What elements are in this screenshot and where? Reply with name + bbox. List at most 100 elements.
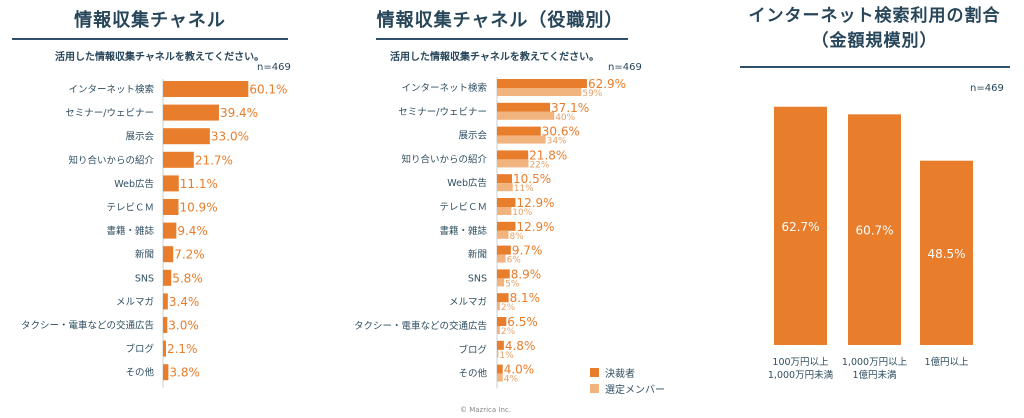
bar-chart-channels: インターネット検索 60.1% セミナー/ウェビナー 39.4% 展示会 33.0% 知り合… (21, 79, 287, 388)
sample-size: n=469 (970, 83, 1004, 94)
bar-series-1 (497, 293, 509, 303)
data-label-series-2: 2% (501, 303, 516, 313)
bar (163, 81, 249, 97)
sample-size: n=469 (608, 62, 642, 73)
bar (163, 340, 166, 357)
bar-series-1 (497, 126, 541, 136)
data-label-series-1: 12.9% (516, 220, 554, 234)
bar (163, 199, 179, 215)
bar-series-1 (497, 79, 587, 88)
chart-title-line2: （金額規模別） (811, 31, 938, 51)
legend-swatch-primary (590, 367, 599, 377)
sample-size: n=469 (257, 62, 291, 73)
category-label: ブログ (458, 344, 487, 356)
legend: 決裁者 選定メンバー (590, 364, 665, 396)
bar-series-2 (497, 88, 582, 96)
data-label-series-2: 2% (501, 327, 516, 337)
bar-series-2 (497, 111, 555, 120)
data-label: 7.2% (174, 248, 205, 262)
column (848, 114, 901, 345)
bar-series-2 (497, 373, 503, 382)
data-label: 33.0% (211, 130, 249, 144)
bar-chart-channels-by-role: インターネット検索 62.9%59% セミナー/ウェビナー 37.1%40% 展示会 30… (354, 77, 626, 389)
bar-series-1 (497, 364, 503, 374)
category-label: 展示会 (458, 130, 487, 142)
legend-swatch-secondary (590, 383, 599, 393)
bar-series-1 (497, 150, 529, 160)
bar-series-2 (497, 254, 506, 263)
data-label-series-2: 5% (505, 279, 520, 289)
bar-series-2 (497, 326, 500, 334)
category-label: 1,000万円以上 (842, 357, 908, 368)
bar (163, 293, 168, 310)
chart-panel-channels: 情報収集チャネル 活用した情報収集チャネルを教えてください。 n=469 インタ… (0, 0, 300, 418)
bar-series-2 (497, 349, 499, 358)
data-label: 39.4% (220, 106, 258, 120)
category-label: 書籍・雑誌 (106, 225, 154, 237)
category-label: SNS (468, 273, 487, 284)
category-label: その他 (125, 367, 154, 379)
bar-series-2 (497, 159, 529, 168)
category-label: タクシー・電車などの交通広告 (21, 320, 154, 332)
bar-series-2 (497, 278, 505, 287)
category-label: 新聞 (135, 249, 154, 261)
data-label-series-2: 4% (504, 375, 519, 385)
bar (163, 151, 194, 168)
bar (163, 246, 174, 263)
category-label: セミナー/ウェビナー (65, 108, 154, 119)
data-label: 60.7% (855, 224, 893, 238)
column (774, 106, 827, 346)
category-label: Web広告 (447, 177, 487, 189)
chart-panel-channels-by-role: 情報収集チャネル（役職別） 活用した情報収集チャネルを教えてください。 n=46… (330, 0, 670, 418)
data-label-series-2: 6% (507, 256, 522, 266)
chart-title: 情報収集チャネル (74, 10, 226, 31)
category-label: Web広告 (114, 178, 154, 190)
column (920, 160, 973, 345)
category-label: 1億円以上 (924, 356, 969, 368)
data-label-series-1: 6.5% (507, 315, 538, 329)
data-label: 62.7% (781, 220, 819, 234)
data-label: 10.9% (179, 201, 217, 215)
bar (163, 269, 172, 286)
legend-label: 選定メンバー (605, 384, 665, 396)
data-label-series-2: 8% (509, 232, 524, 242)
bar (163, 175, 179, 192)
bar-series-1 (497, 198, 516, 207)
chart-title-line1: インターネット検索利用の割合 (748, 6, 1001, 26)
category-label: 書籍・雑誌 (439, 225, 487, 237)
data-label: 21.7% (195, 153, 233, 167)
data-label-series-2: 10% (512, 208, 532, 218)
data-label-series-1: 10.5% (513, 172, 551, 186)
category-label: 100万円以上 (772, 357, 829, 368)
data-label-series-2: 11% (514, 184, 534, 194)
bar (163, 317, 168, 333)
category-label: インターネット検索 (401, 82, 487, 94)
data-label-series-1: 4.8% (505, 339, 536, 353)
question-text: 活用した情報収集チャネルを教えてください。 (55, 52, 265, 63)
category-label: 知り合いからの紹介 (401, 153, 487, 165)
data-label-series-1: 8.1% (510, 291, 541, 305)
category-label: タクシー・電車などの交通広告 (354, 320, 487, 332)
bar-series-1 (497, 317, 507, 326)
bar (163, 364, 169, 381)
bar-series-1 (497, 245, 511, 255)
category-label: SNS (135, 273, 154, 284)
category-label: 新聞 (468, 249, 487, 261)
bar-series-2 (497, 183, 513, 192)
legend-item-decision-maker: 決裁者 (590, 364, 665, 380)
data-label: 9.4% (177, 224, 208, 238)
chart-title: インターネット検索利用の割合 （金額規模別） (725, 4, 1024, 54)
data-label: 3.0% (168, 319, 199, 333)
bar-series-1 (497, 174, 513, 184)
data-label-series-1: 4.0% (504, 363, 534, 377)
bar (163, 222, 177, 239)
bar-series-2 (497, 302, 500, 311)
data-label-series-1: 9.7% (512, 244, 542, 258)
bar-series-1 (497, 102, 551, 112)
data-label-series-1: 30.6% (542, 125, 580, 139)
title-underline (12, 38, 288, 40)
category-label: テレビＣＭ (439, 202, 487, 213)
data-label-series-2: 22% (529, 160, 549, 170)
data-label: 11.1% (180, 177, 218, 191)
